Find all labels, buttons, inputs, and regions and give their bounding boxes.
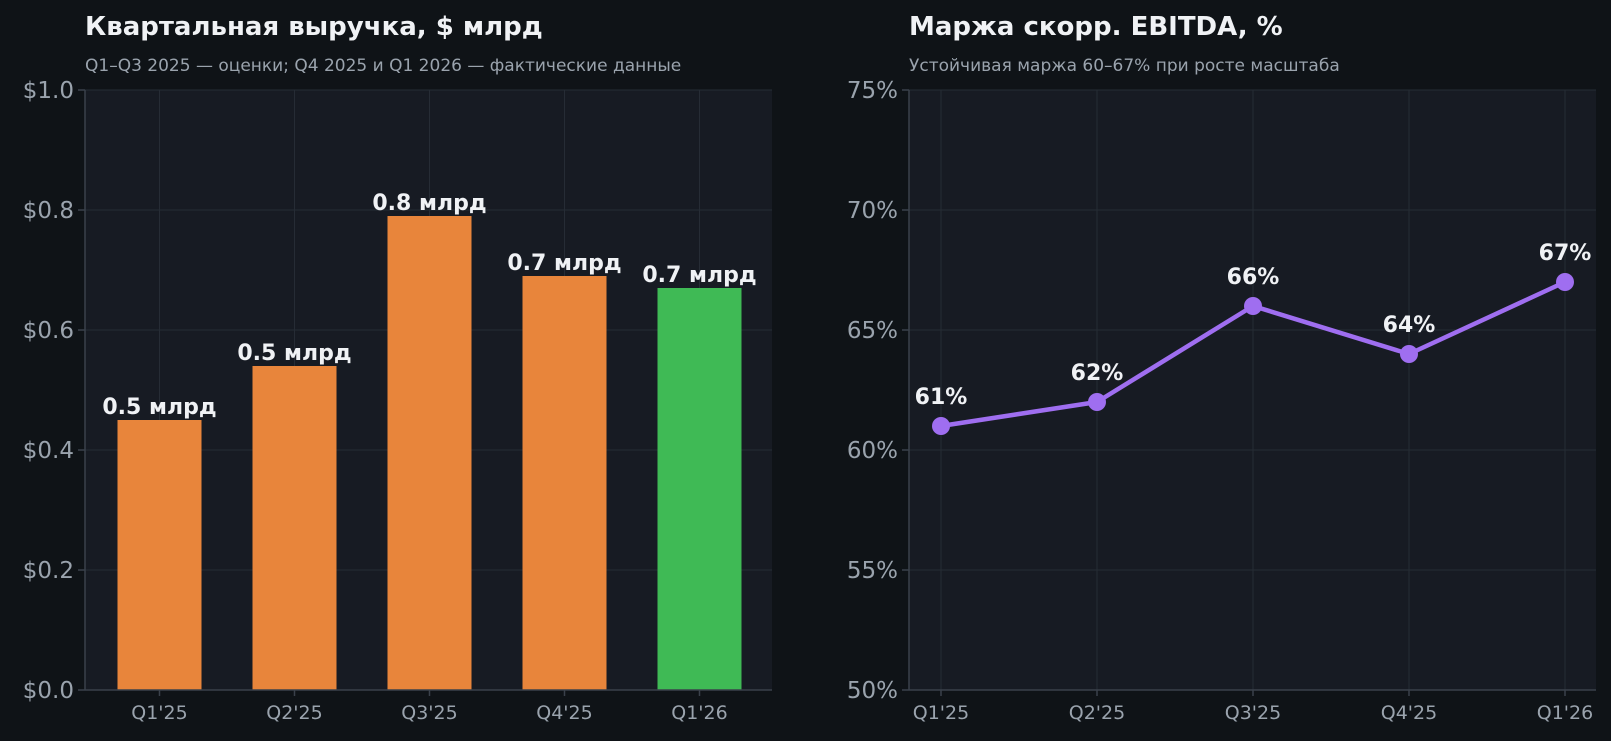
margin-point-marker [1244, 297, 1262, 315]
revenue-bar-value-label: 0.7 млрд [507, 251, 621, 276]
revenue-y-tick-label: $0.6 [23, 318, 74, 344]
revenue-chart-title: Квартальная выручка, $ млрд [85, 12, 543, 42]
revenue-bar [522, 276, 607, 690]
margin-y-tick-label: 75% [847, 78, 898, 104]
margin-chart-title: Маржа скорр. EBITDA, % [909, 12, 1283, 42]
margin-point-value-label: 66% [1227, 265, 1280, 290]
revenue-y-tick-label: $0.0 [23, 678, 74, 704]
margin-y-tick-label: 60% [847, 438, 898, 464]
revenue-bars [117, 216, 742, 690]
margin-gridlines [909, 89, 1596, 691]
margin-y-tick-label: 55% [847, 558, 898, 584]
margin-y-axis: 50% 55% 60% 65% 70% 75% [847, 78, 910, 704]
revenue-bar-value-label: 0.5 млрд [102, 395, 216, 420]
revenue-x-axis: Q1'25 Q2'25 Q3'25 Q4'25 Q1'26 [85, 689, 772, 724]
revenue-chart-subtitle: Q1–Q3 2025 — оценки; Q4 2025 и Q1 2026 —… [85, 56, 681, 76]
margin-point-marker [1400, 345, 1418, 363]
margin-point-value-label: 62% [1071, 361, 1124, 386]
revenue-bar [252, 366, 337, 690]
margin-point-value-label: 67% [1539, 241, 1592, 266]
margin-point-value-label: 64% [1383, 313, 1436, 338]
margin-x-tick-label: Q2'25 [1069, 702, 1125, 724]
revenue-x-tick-label: Q4'25 [536, 702, 592, 724]
revenue-data-labels: 0.5 млрд 0.5 млрд 0.8 млрд 0.7 млрд 0.7 млрд [102, 191, 756, 420]
margin-x-tick-label: Q1'25 [913, 702, 969, 724]
margin-x-tick-label: Q3'25 [1225, 702, 1281, 724]
margin-y-tick-label: 70% [847, 198, 898, 224]
margin-data-labels: 61% 62% 66% 64% 67% [915, 241, 1592, 410]
ebitda-margin-line-chart: Маржа скорр. EBITDA, % Устойчивая маржа … [847, 12, 1596, 724]
revenue-bar-chart: Квартальная выручка, $ млрд Q1–Q3 2025 —… [23, 12, 772, 724]
margin-y-tick-label: 50% [847, 678, 898, 704]
revenue-y-tick-label: $0.2 [23, 558, 74, 584]
revenue-x-tick-label: Q1'26 [671, 702, 727, 724]
margin-point-marker [1088, 393, 1106, 411]
revenue-x-tick-label: Q3'25 [401, 702, 457, 724]
margin-y-tick-label: 65% [847, 318, 898, 344]
margin-point-marker [932, 417, 950, 435]
margin-series [932, 273, 1574, 435]
margin-x-axis: Q1'25 Q2'25 Q3'25 Q4'25 Q1'26 [909, 689, 1596, 724]
revenue-y-tick-label: $0.4 [23, 438, 74, 464]
revenue-x-tick-label: Q1'25 [131, 702, 187, 724]
revenue-bar [657, 288, 742, 690]
revenue-bar-value-label: 0.7 млрд [642, 263, 756, 288]
revenue-bar [117, 420, 202, 690]
margin-x-tick-label: Q1'26 [1537, 702, 1593, 724]
revenue-y-axis: $0.0 $0.2 $0.4 $0.6 $0.8 $1.0 [23, 78, 86, 704]
margin-point-marker [1556, 273, 1574, 291]
revenue-x-tick-label: Q2'25 [266, 702, 322, 724]
revenue-bar [387, 216, 472, 690]
revenue-bar-value-label: 0.5 млрд [237, 341, 351, 366]
margin-chart-subtitle: Устойчивая маржа 60–67% при росте масшта… [909, 56, 1340, 76]
revenue-y-tick-label: $1.0 [23, 78, 74, 104]
revenue-bar-value-label: 0.8 млрд [372, 191, 486, 216]
revenue-y-tick-label: $0.8 [23, 198, 74, 224]
margin-point-value-label: 61% [915, 385, 968, 410]
margin-x-tick-label: Q4'25 [1381, 702, 1437, 724]
